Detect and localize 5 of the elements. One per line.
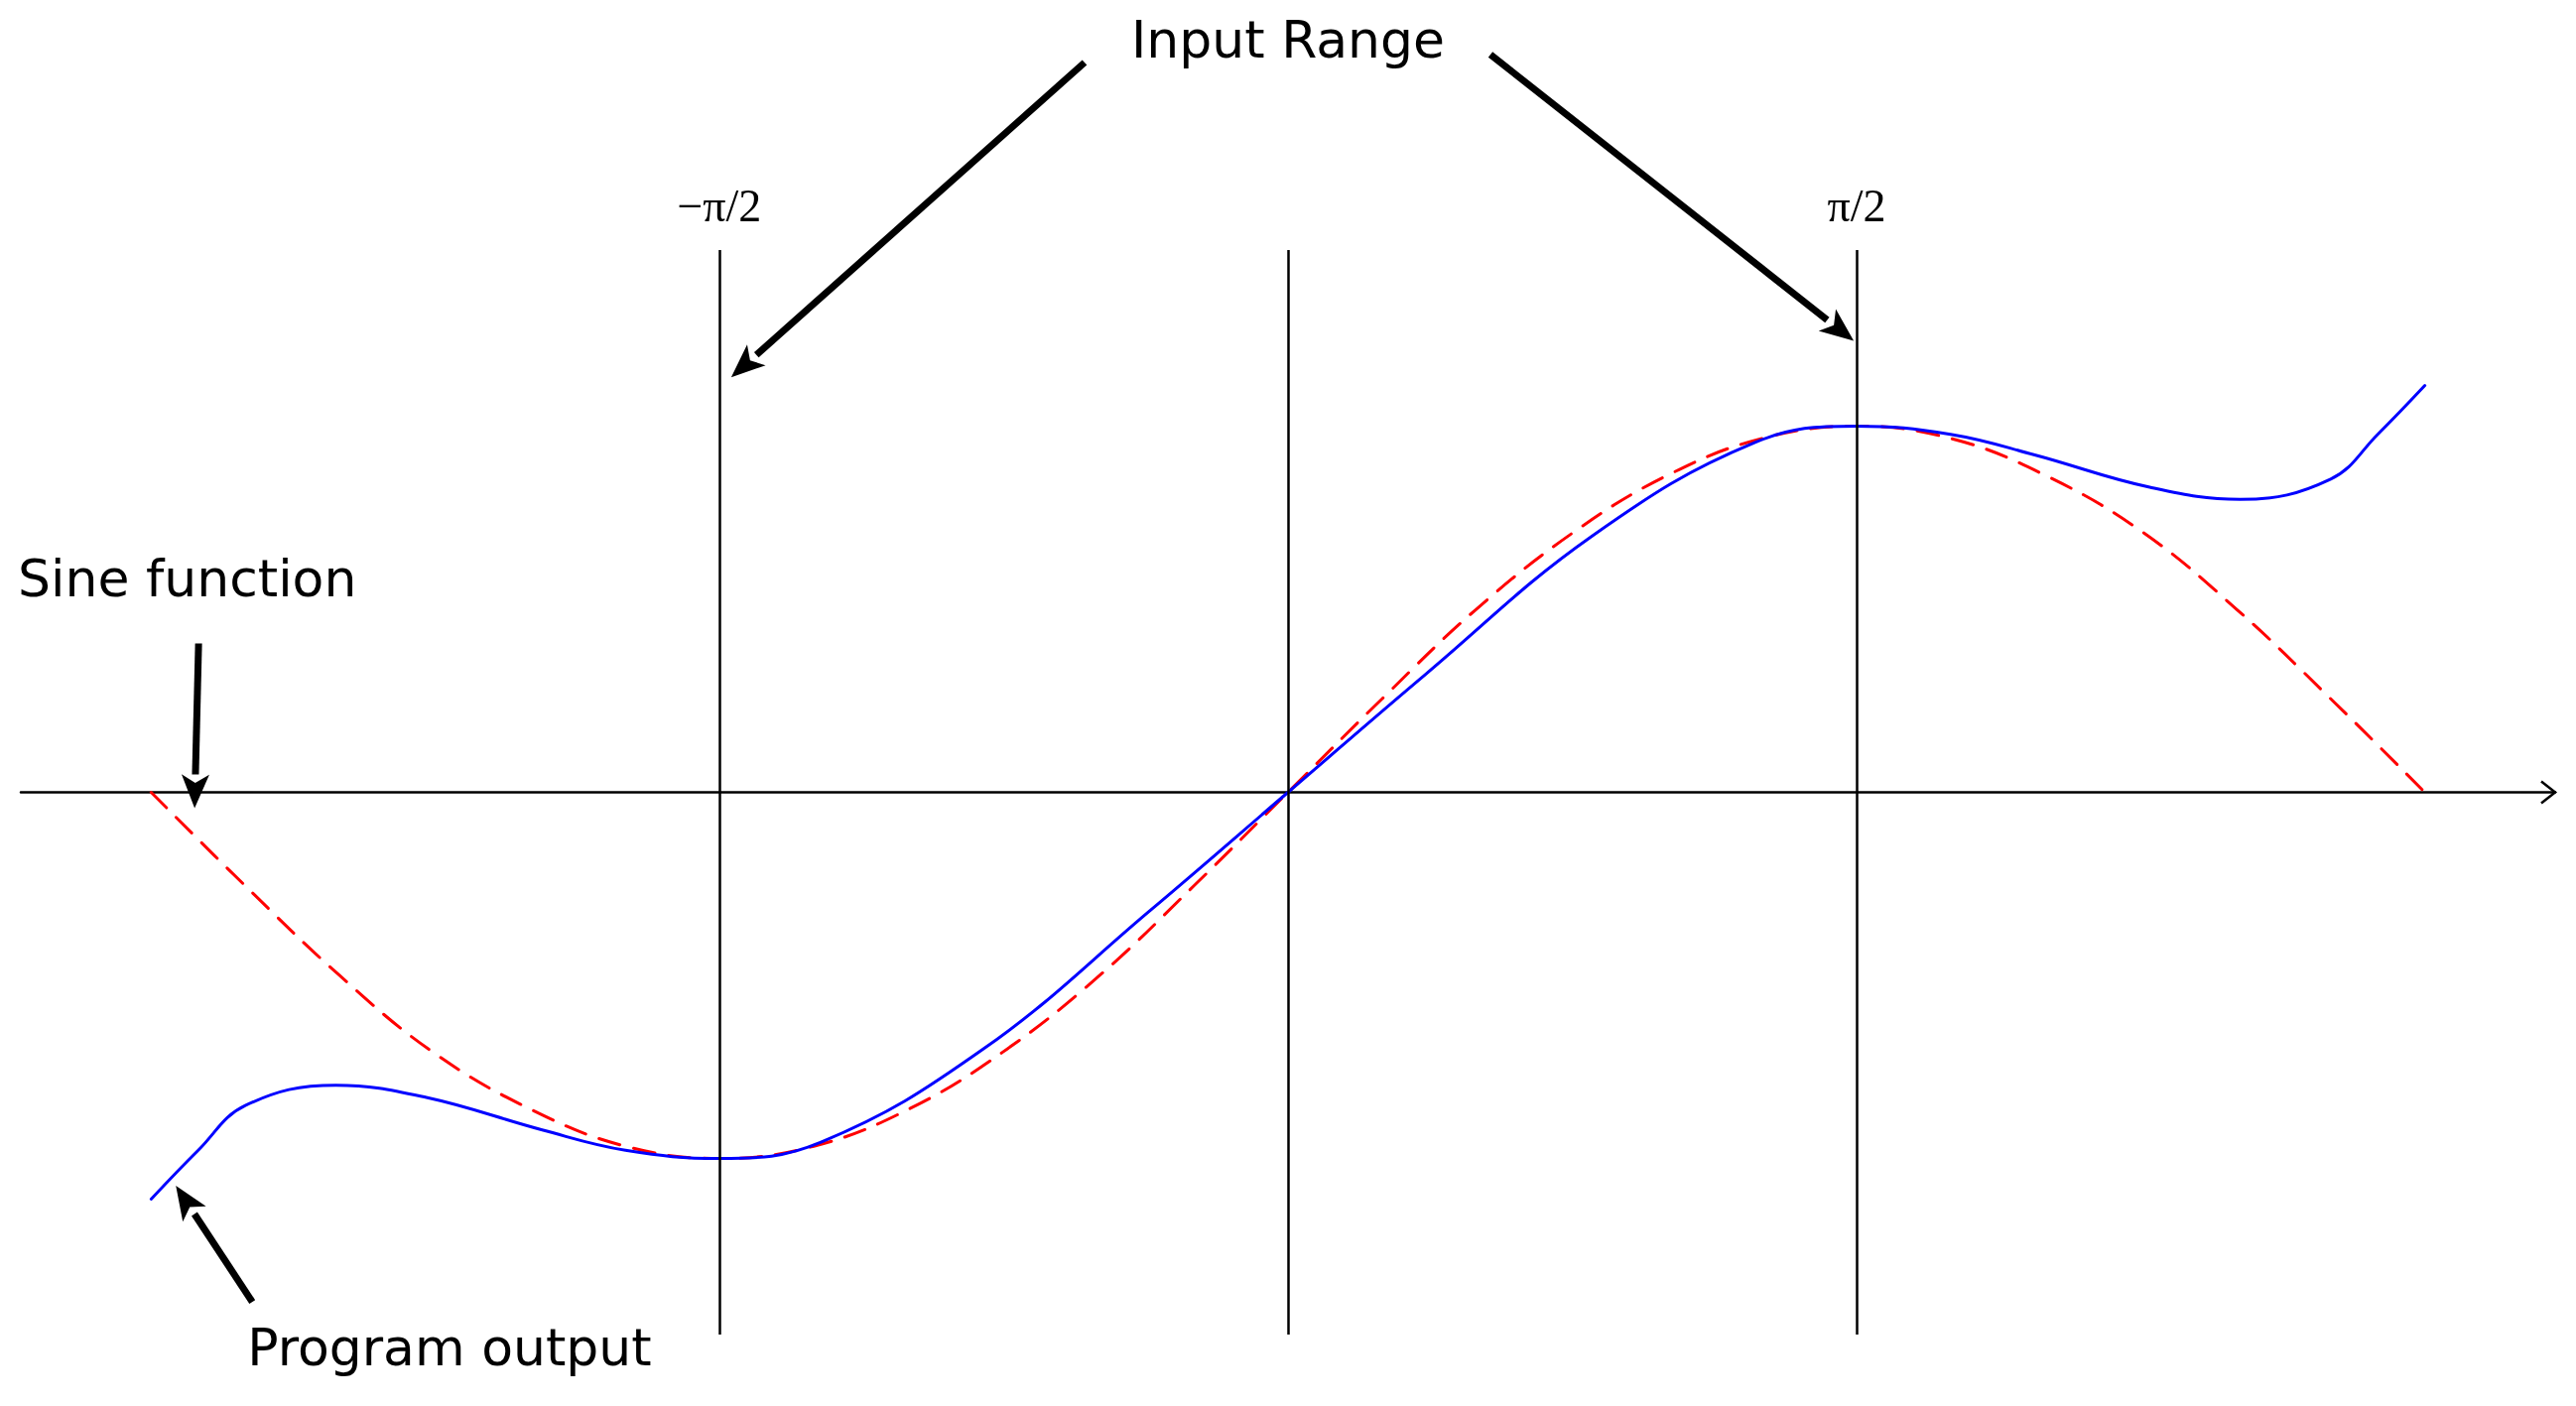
x-tick-label: π/2 [1827, 180, 1886, 231]
text: Program output [247, 1318, 652, 1378]
x-tick-label: −π/2 [677, 180, 762, 231]
text: Input Range [1131, 10, 1446, 69]
annotation: Sine function [18, 548, 357, 608]
